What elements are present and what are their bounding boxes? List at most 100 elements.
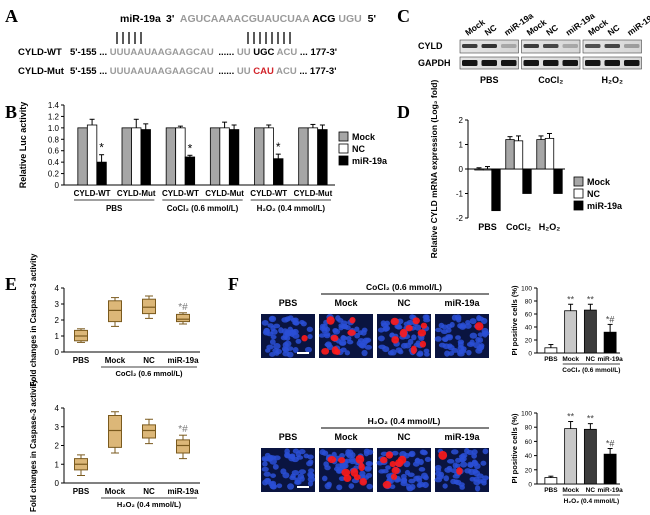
nucleus — [270, 325, 276, 332]
bar — [564, 310, 578, 354]
nucleus — [306, 460, 313, 467]
significance-mark: * — [99, 141, 104, 155]
nucleus — [295, 338, 302, 344]
nucleus — [269, 316, 275, 321]
panel-d-mrna-chart: -2 -1 0 1 2 Relative CYLD mRNA expression (Lo… — [429, 79, 623, 258]
nucleus — [389, 333, 395, 338]
nucleus — [291, 328, 299, 335]
nucleus — [365, 472, 373, 479]
nucleus — [298, 469, 307, 475]
nucleus — [468, 462, 474, 468]
cyld-band — [562, 44, 578, 48]
nucleus — [472, 470, 481, 477]
x-tick-label: Mock — [105, 487, 126, 496]
x-tick-label: NC — [586, 487, 596, 494]
nucleus — [377, 335, 385, 342]
box — [142, 298, 156, 315]
x-tick-label: CYLD-Mut — [117, 189, 156, 198]
nucleus — [435, 327, 442, 333]
micrograph-label: PBS — [279, 432, 298, 442]
scale-bar — [297, 486, 309, 488]
nucleus — [421, 450, 428, 456]
significance-mark: ** — [567, 412, 575, 422]
nucleus — [336, 484, 343, 491]
nucleus — [344, 350, 351, 356]
pi-positive-cell — [358, 463, 365, 472]
x-tick-label: CYLD-WT — [74, 189, 111, 198]
pi-positive-cell — [389, 461, 397, 468]
pi-positive-cell — [380, 456, 388, 464]
cyld-wt-sequence: 5'-155 ... UUUAAUAAGAAGCAU ...... UU UGC… — [70, 47, 337, 58]
legend-swatch — [338, 143, 349, 154]
y-axis-title: Relative Luc activity — [18, 102, 28, 189]
bar — [564, 428, 578, 485]
nucleus — [269, 458, 277, 465]
legend-label: NC — [352, 144, 365, 154]
nucleus — [324, 465, 331, 471]
nucleus — [322, 450, 329, 456]
nucleus — [464, 323, 472, 329]
group-label: CoCl₂ (0.6 mmol/L) — [167, 204, 239, 213]
cyld-band — [585, 44, 601, 48]
nucleus — [477, 332, 484, 337]
significance-mark: * — [556, 168, 561, 182]
box — [108, 300, 122, 323]
nucleus — [383, 325, 391, 332]
panel-e-cocl2-boxplot: 0 1 2 3 4 Fold changes in Caspase-3 activity P… — [29, 253, 200, 386]
blot-row-label: CYLD — [418, 41, 443, 51]
nucleus — [269, 455, 277, 460]
nucleus — [401, 477, 408, 483]
blot-group-label: CoCl₂ — [538, 75, 563, 85]
bar — [307, 127, 319, 186]
nucleus — [292, 320, 300, 326]
x-tick-label: PBS — [73, 487, 90, 496]
y-tick-label: 20 — [525, 467, 533, 474]
pi-positive-cell — [438, 450, 448, 460]
nucleus — [281, 317, 289, 323]
gapdh-band — [481, 60, 497, 66]
nucleus — [377, 327, 385, 333]
nucleus — [389, 349, 397, 356]
nucleus — [464, 468, 472, 474]
treatment-label: CoCl₂ (0.6 mmol/L) — [366, 282, 442, 292]
nucleus — [366, 461, 372, 466]
nucleus — [280, 335, 288, 341]
pi-positive-cell — [326, 316, 335, 325]
cyld-mut-sequence: 5'-155 ... UUUAAUAAGAAGCAU ...... UU CAU… — [70, 66, 336, 77]
legend-swatch — [573, 176, 584, 187]
y-tick-label: 1 — [55, 460, 60, 469]
nucleus — [446, 458, 455, 464]
legend-label: miR-19a — [352, 156, 388, 166]
mirna-sequence: 3' AGUCAAAACGUAUCUAA ACG UGU 5' — [166, 13, 376, 25]
y-tick-label: 0.2 — [48, 170, 60, 179]
bar — [184, 156, 196, 186]
group-label: CoCl₂ (0.6 mmol/L) — [115, 369, 183, 378]
x-tick-label: PBS — [73, 356, 90, 365]
significance-mark: ** — [567, 294, 575, 304]
bar — [474, 168, 484, 171]
nucleus — [361, 349, 368, 357]
x-tick-label: miR-19a — [597, 487, 623, 494]
micrograph-label: NC — [398, 432, 411, 442]
legend-swatch — [338, 155, 349, 166]
pi-positive-cell — [390, 317, 399, 326]
nucleus — [275, 348, 282, 355]
gapdh-band — [543, 60, 559, 66]
pi-positive-cell — [353, 474, 361, 481]
nucleus — [480, 478, 487, 484]
nucleus — [438, 471, 445, 478]
gapdh-band — [585, 60, 601, 66]
pi-positive-cell — [410, 345, 417, 355]
box — [176, 439, 190, 454]
x-tick-label: miR-19a — [167, 356, 199, 365]
significance-mark: * — [276, 140, 281, 154]
nucleus — [333, 466, 340, 472]
significance-mark: *# — [606, 314, 615, 324]
bar — [175, 127, 186, 186]
x-tick-label: PBS — [544, 487, 558, 494]
bar — [254, 127, 265, 186]
nucleus — [442, 483, 448, 489]
nucleus — [299, 476, 305, 482]
